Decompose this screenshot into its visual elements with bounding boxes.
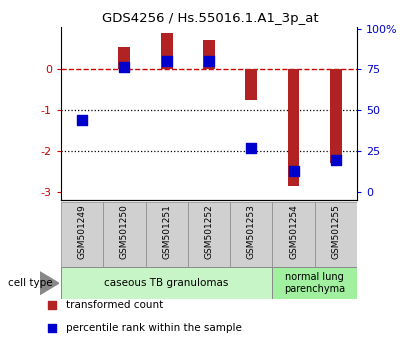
Point bbox=[163, 58, 170, 64]
Point bbox=[49, 302, 55, 308]
FancyBboxPatch shape bbox=[188, 202, 230, 267]
Polygon shape bbox=[40, 272, 59, 295]
Text: GSM501254: GSM501254 bbox=[289, 204, 298, 259]
FancyBboxPatch shape bbox=[103, 202, 145, 267]
FancyBboxPatch shape bbox=[230, 202, 273, 267]
FancyBboxPatch shape bbox=[315, 202, 357, 267]
Bar bbox=[203, 40, 215, 69]
Text: GSM501250: GSM501250 bbox=[120, 204, 129, 259]
Point bbox=[248, 145, 255, 150]
Point bbox=[79, 118, 85, 123]
Text: GSM501252: GSM501252 bbox=[205, 204, 213, 259]
Bar bbox=[288, 69, 299, 186]
FancyBboxPatch shape bbox=[145, 202, 188, 267]
Point bbox=[121, 64, 128, 69]
Text: percentile rank within the sample: percentile rank within the sample bbox=[66, 323, 241, 333]
Text: caseous TB granulomas: caseous TB granulomas bbox=[105, 278, 229, 288]
Bar bbox=[245, 69, 257, 100]
FancyBboxPatch shape bbox=[273, 202, 315, 267]
Text: GSM501251: GSM501251 bbox=[162, 204, 171, 259]
Text: normal lung
parenchyma: normal lung parenchyma bbox=[284, 272, 345, 294]
FancyBboxPatch shape bbox=[273, 267, 357, 299]
Text: GSM501253: GSM501253 bbox=[247, 204, 256, 259]
FancyBboxPatch shape bbox=[61, 267, 273, 299]
Text: transformed count: transformed count bbox=[66, 300, 163, 310]
Point bbox=[206, 58, 213, 64]
Text: GDS4256 / Hs.55016.1.A1_3p_at: GDS4256 / Hs.55016.1.A1_3p_at bbox=[102, 12, 318, 25]
Bar bbox=[118, 47, 130, 69]
Bar bbox=[330, 69, 342, 163]
FancyBboxPatch shape bbox=[61, 202, 103, 267]
Point bbox=[333, 157, 339, 163]
Point bbox=[290, 168, 297, 173]
Bar bbox=[161, 33, 173, 69]
Point bbox=[49, 326, 55, 331]
Text: GSM501249: GSM501249 bbox=[78, 204, 87, 259]
Text: GSM501255: GSM501255 bbox=[331, 204, 340, 259]
Text: cell type: cell type bbox=[8, 278, 53, 288]
